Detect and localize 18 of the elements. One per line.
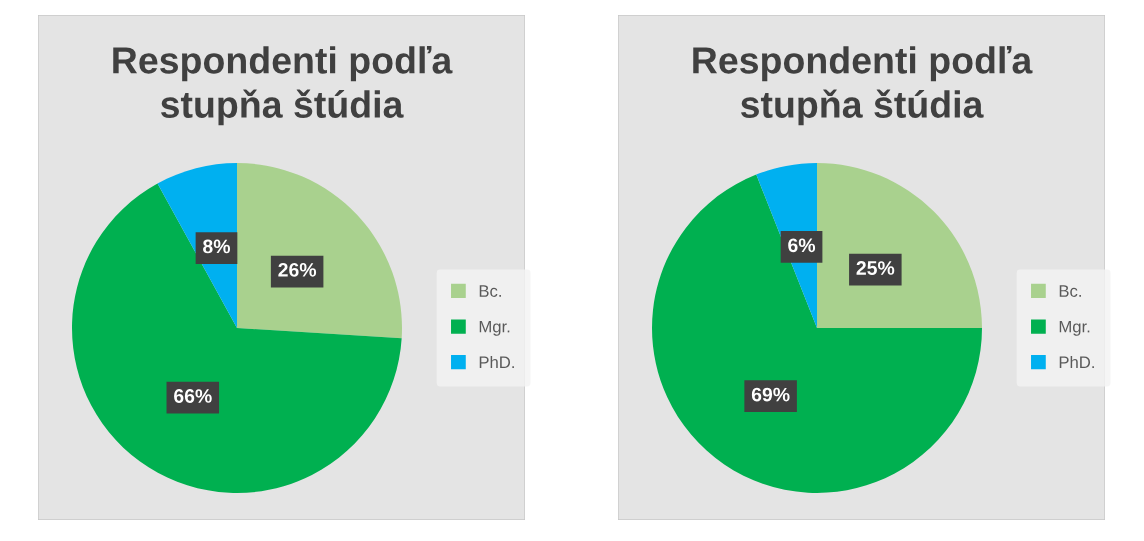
- pie-slice: [817, 163, 982, 328]
- pie-slice: [237, 163, 402, 339]
- legend-label: Bc.: [479, 285, 501, 297]
- data-label: 69%: [751, 387, 790, 402]
- data-label: 25%: [856, 261, 895, 275]
- legend-label: Bc.: [1059, 285, 1081, 297]
- data-label: 66%: [174, 389, 212, 403]
- data-label: 26%: [278, 262, 317, 277]
- chart-title: Respondenti podľa stupňa štúdia: [693, 46, 1033, 126]
- legend-label: PhD.: [1059, 355, 1094, 368]
- legend-label: Mgr.: [479, 320, 510, 336]
- legend-label: Mgr.: [1059, 320, 1090, 336]
- chart-title: Respondenti podľa stupňa štúdia: [113, 46, 453, 126]
- data-label: 8%: [203, 239, 231, 254]
- data-label: 6%: [788, 238, 816, 253]
- legend-label: PhD.: [479, 355, 514, 368]
- pie-slice: [652, 174, 982, 493]
- pie-slice: [72, 183, 402, 493]
